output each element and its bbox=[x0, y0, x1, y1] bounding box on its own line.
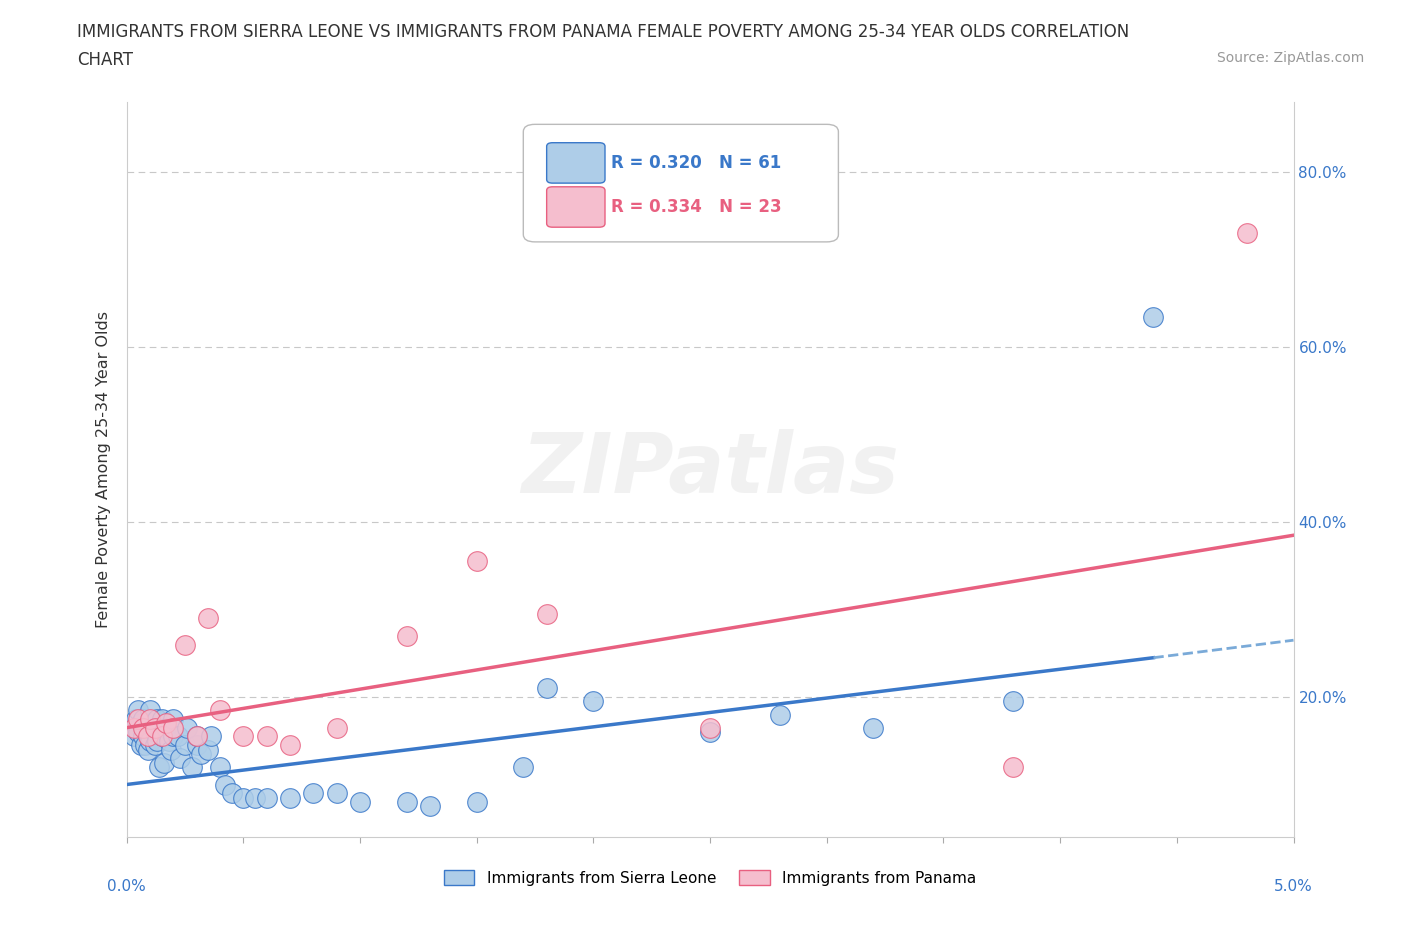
Point bbox=[214, 777, 236, 792]
Point bbox=[150, 729, 173, 744]
Point bbox=[127, 711, 149, 726]
Point bbox=[395, 629, 418, 644]
Point bbox=[1002, 694, 1025, 709]
Point bbox=[132, 720, 155, 735]
Point bbox=[150, 729, 173, 744]
Point bbox=[1236, 226, 1258, 241]
Point bbox=[139, 734, 162, 749]
Point bbox=[136, 742, 159, 757]
Text: R = 0.320   N = 61: R = 0.320 N = 61 bbox=[610, 154, 782, 172]
Point bbox=[208, 703, 231, 718]
Point bbox=[208, 760, 231, 775]
Point bbox=[143, 737, 166, 752]
Point bbox=[153, 729, 176, 744]
Point bbox=[243, 790, 266, 805]
Point bbox=[862, 720, 884, 735]
Point bbox=[125, 711, 148, 726]
Point bbox=[197, 611, 219, 626]
Point bbox=[1002, 760, 1025, 775]
Point bbox=[232, 790, 254, 805]
Point bbox=[1142, 309, 1164, 324]
Point bbox=[132, 711, 155, 726]
Point bbox=[148, 760, 170, 775]
Point bbox=[132, 729, 155, 744]
Point bbox=[150, 711, 173, 726]
Text: 5.0%: 5.0% bbox=[1274, 879, 1313, 894]
Point bbox=[167, 729, 190, 744]
Point bbox=[302, 786, 325, 801]
Point bbox=[129, 737, 152, 752]
Text: IMMIGRANTS FROM SIERRA LEONE VS IMMIGRANTS FROM PANAMA FEMALE POVERTY AMONG 25-3: IMMIGRANTS FROM SIERRA LEONE VS IMMIGRAN… bbox=[77, 23, 1129, 41]
Point bbox=[174, 737, 197, 752]
Point bbox=[349, 794, 371, 809]
Point bbox=[221, 786, 243, 801]
Point bbox=[155, 716, 177, 731]
Point bbox=[180, 760, 202, 775]
Point bbox=[122, 720, 145, 735]
Point bbox=[127, 703, 149, 718]
Point bbox=[162, 729, 184, 744]
Point bbox=[143, 720, 166, 735]
Point bbox=[278, 737, 301, 752]
Point bbox=[176, 720, 198, 735]
Point bbox=[122, 729, 145, 744]
Point bbox=[582, 694, 605, 709]
Point bbox=[395, 794, 418, 809]
Point bbox=[536, 681, 558, 696]
Point bbox=[157, 734, 180, 749]
Point bbox=[465, 794, 488, 809]
Point bbox=[512, 760, 534, 775]
Point bbox=[278, 790, 301, 805]
Point bbox=[325, 786, 347, 801]
Point bbox=[769, 707, 792, 722]
Point bbox=[162, 720, 184, 735]
Point bbox=[160, 742, 183, 757]
Point bbox=[174, 637, 197, 652]
Point bbox=[325, 720, 347, 735]
Point bbox=[256, 790, 278, 805]
Point bbox=[146, 734, 169, 749]
Point bbox=[256, 729, 278, 744]
FancyBboxPatch shape bbox=[547, 142, 605, 183]
Point bbox=[200, 729, 222, 744]
Point bbox=[143, 724, 166, 739]
Point bbox=[139, 716, 162, 731]
Point bbox=[186, 729, 208, 744]
FancyBboxPatch shape bbox=[523, 125, 838, 242]
Point bbox=[136, 729, 159, 744]
Text: CHART: CHART bbox=[77, 51, 134, 69]
Point bbox=[129, 716, 152, 731]
Point bbox=[699, 724, 721, 739]
FancyBboxPatch shape bbox=[547, 187, 605, 227]
Point bbox=[536, 606, 558, 621]
Point bbox=[127, 724, 149, 739]
Text: R = 0.334   N = 23: R = 0.334 N = 23 bbox=[610, 198, 782, 217]
Point bbox=[146, 711, 169, 726]
Point bbox=[197, 742, 219, 757]
Point bbox=[136, 720, 159, 735]
Point bbox=[134, 720, 156, 735]
Point bbox=[186, 737, 208, 752]
Point bbox=[155, 720, 177, 735]
Text: 0.0%: 0.0% bbox=[107, 879, 146, 894]
Point bbox=[134, 737, 156, 752]
Point bbox=[419, 799, 441, 814]
Point bbox=[232, 729, 254, 744]
Y-axis label: Female Poverty Among 25-34 Year Olds: Female Poverty Among 25-34 Year Olds bbox=[96, 312, 111, 628]
Point bbox=[186, 729, 208, 744]
Point bbox=[153, 755, 176, 770]
Point bbox=[169, 751, 191, 765]
Point bbox=[699, 720, 721, 735]
Point bbox=[139, 703, 162, 718]
Point bbox=[139, 729, 162, 744]
Text: Source: ZipAtlas.com: Source: ZipAtlas.com bbox=[1216, 51, 1364, 65]
Text: ZIPatlas: ZIPatlas bbox=[522, 429, 898, 511]
Point bbox=[465, 554, 488, 569]
Point bbox=[190, 747, 212, 762]
Point bbox=[162, 711, 184, 726]
Point bbox=[139, 711, 162, 726]
Legend: Immigrants from Sierra Leone, Immigrants from Panama: Immigrants from Sierra Leone, Immigrants… bbox=[437, 864, 983, 892]
